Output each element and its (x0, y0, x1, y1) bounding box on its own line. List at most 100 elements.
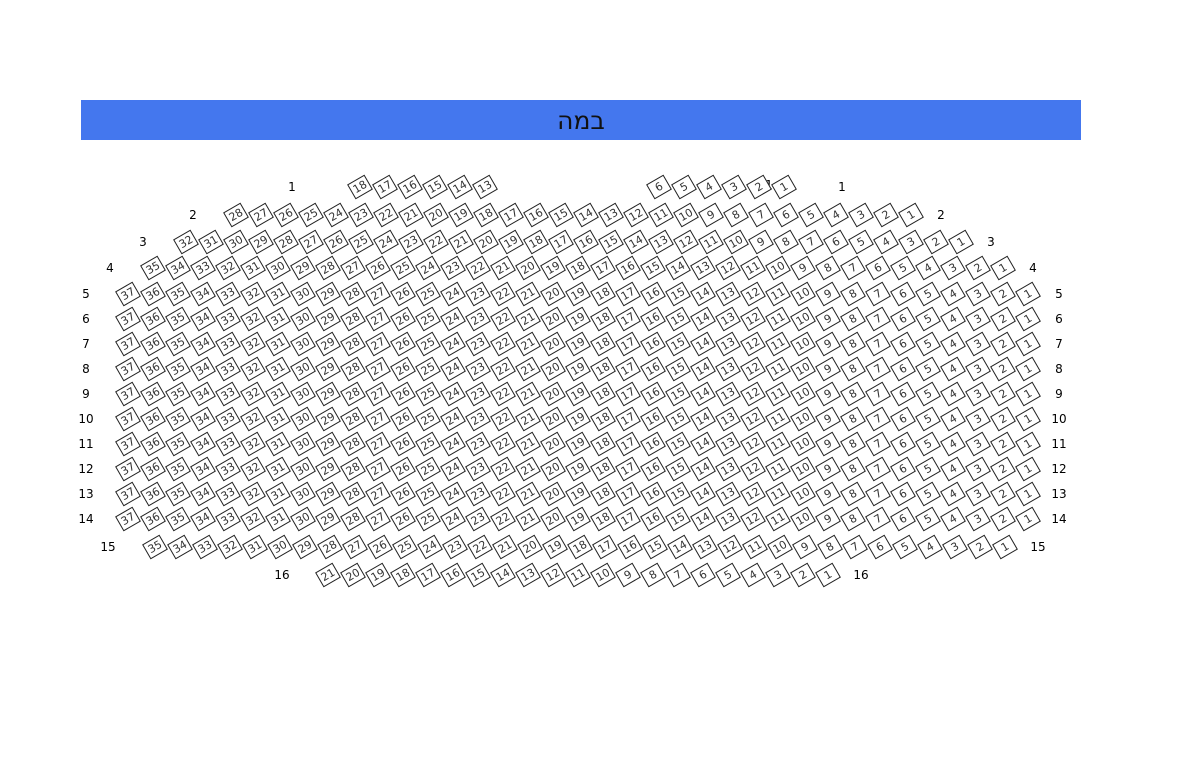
seat[interactable]: 6 (690, 562, 716, 588)
seat[interactable]: 24 (440, 456, 466, 482)
seat[interactable]: 3 (965, 481, 991, 507)
seat[interactable]: 4 (940, 506, 966, 532)
seat[interactable]: 15 (665, 481, 691, 507)
seat[interactable]: 37 (115, 481, 141, 507)
seat[interactable]: 10 (790, 456, 816, 482)
seat[interactable]: 6 (890, 406, 916, 432)
seat[interactable]: 11 (765, 281, 791, 307)
seat[interactable]: 26 (390, 406, 416, 432)
seat[interactable]: 16 (640, 406, 666, 432)
seat[interactable]: 8 (640, 562, 666, 588)
seat[interactable]: 9 (792, 534, 818, 560)
seat[interactable]: 31 (265, 431, 291, 457)
seat[interactable]: 10 (767, 534, 793, 560)
seat[interactable]: 19 (565, 481, 591, 507)
seat[interactable]: 29 (290, 255, 316, 281)
seat[interactable]: 1 (1015, 331, 1041, 357)
seat[interactable]: 37 (115, 331, 141, 357)
seat[interactable]: 7 (865, 306, 891, 332)
seat[interactable]: 14 (573, 202, 599, 228)
seat[interactable]: 5 (915, 406, 941, 432)
seat[interactable]: 1 (1015, 306, 1041, 332)
seat[interactable]: 9 (815, 481, 841, 507)
seat[interactable]: 11 (765, 406, 791, 432)
seat[interactable]: 8 (840, 356, 866, 382)
seat[interactable]: 8 (840, 281, 866, 307)
seat[interactable]: 10 (790, 431, 816, 457)
seat[interactable]: 35 (142, 534, 168, 560)
seat[interactable]: 19 (498, 229, 524, 255)
seat[interactable]: 9 (698, 202, 724, 228)
seat[interactable]: 32 (240, 506, 266, 532)
seat[interactable]: 13 (715, 406, 741, 432)
seat[interactable]: 22 (490, 506, 516, 532)
seat[interactable]: 21 (490, 255, 516, 281)
seat[interactable]: 16 (640, 381, 666, 407)
seat[interactable]: 31 (265, 306, 291, 332)
seat[interactable]: 18 (347, 174, 373, 200)
seat[interactable]: 2 (873, 202, 899, 228)
seat[interactable]: 8 (840, 481, 866, 507)
seat[interactable]: 26 (390, 281, 416, 307)
seat[interactable]: 12 (740, 506, 766, 532)
seat[interactable]: 23 (465, 481, 491, 507)
seat[interactable]: 17 (590, 255, 616, 281)
seat[interactable]: 22 (467, 534, 493, 560)
seat[interactable]: 7 (865, 431, 891, 457)
seat[interactable]: 15 (598, 229, 624, 255)
seat[interactable]: 25 (415, 406, 441, 432)
seat[interactable]: 19 (540, 255, 566, 281)
seat[interactable]: 14 (690, 306, 716, 332)
seat[interactable]: 5 (915, 431, 941, 457)
seat[interactable]: 8 (723, 202, 749, 228)
seat[interactable]: 11 (698, 229, 724, 255)
seat[interactable]: 22 (423, 229, 449, 255)
seat[interactable]: 29 (315, 481, 341, 507)
seat[interactable]: 5 (671, 174, 697, 200)
seat[interactable]: 2 (965, 255, 991, 281)
seat[interactable]: 20 (540, 481, 566, 507)
seat[interactable]: 1 (1015, 431, 1041, 457)
seat[interactable]: 3 (965, 381, 991, 407)
seat[interactable]: 12 (740, 456, 766, 482)
seat[interactable]: 34 (190, 506, 216, 532)
seat[interactable]: 13 (715, 506, 741, 532)
seat[interactable]: 13 (715, 331, 741, 357)
seat[interactable]: 5 (915, 356, 941, 382)
seat[interactable]: 28 (340, 331, 366, 357)
seat[interactable]: 35 (165, 406, 191, 432)
seat[interactable]: 7 (865, 506, 891, 532)
seat[interactable]: 19 (565, 431, 591, 457)
seat[interactable]: 16 (640, 356, 666, 382)
seat[interactable]: 6 (773, 202, 799, 228)
seat[interactable]: 9 (815, 456, 841, 482)
seat[interactable]: 6 (823, 229, 849, 255)
seat[interactable]: 31 (265, 356, 291, 382)
seat[interactable]: 31 (240, 255, 266, 281)
seat[interactable]: 2 (990, 431, 1016, 457)
seat[interactable]: 21 (515, 431, 541, 457)
seat[interactable]: 13 (715, 456, 741, 482)
seat[interactable]: 3 (965, 456, 991, 482)
seat[interactable]: 21 (492, 534, 518, 560)
seat[interactable]: 7 (865, 331, 891, 357)
seat[interactable]: 14 (690, 431, 716, 457)
seat[interactable]: 4 (696, 174, 722, 200)
seat[interactable]: 1 (815, 562, 841, 588)
seat[interactable]: 17 (615, 431, 641, 457)
seat[interactable]: 22 (490, 281, 516, 307)
seat[interactable]: 24 (417, 534, 443, 560)
seat[interactable]: 36 (140, 506, 166, 532)
seat[interactable]: 20 (540, 431, 566, 457)
seat[interactable]: 29 (315, 306, 341, 332)
seat[interactable]: 32 (173, 229, 199, 255)
seat[interactable]: 37 (115, 456, 141, 482)
seat[interactable]: 29 (315, 281, 341, 307)
seat[interactable]: 21 (515, 481, 541, 507)
seat[interactable]: 28 (340, 356, 366, 382)
seat[interactable]: 34 (190, 481, 216, 507)
seat[interactable]: 14 (690, 381, 716, 407)
seat[interactable]: 7 (840, 255, 866, 281)
seat[interactable]: 21 (515, 306, 541, 332)
seat[interactable]: 7 (798, 229, 824, 255)
